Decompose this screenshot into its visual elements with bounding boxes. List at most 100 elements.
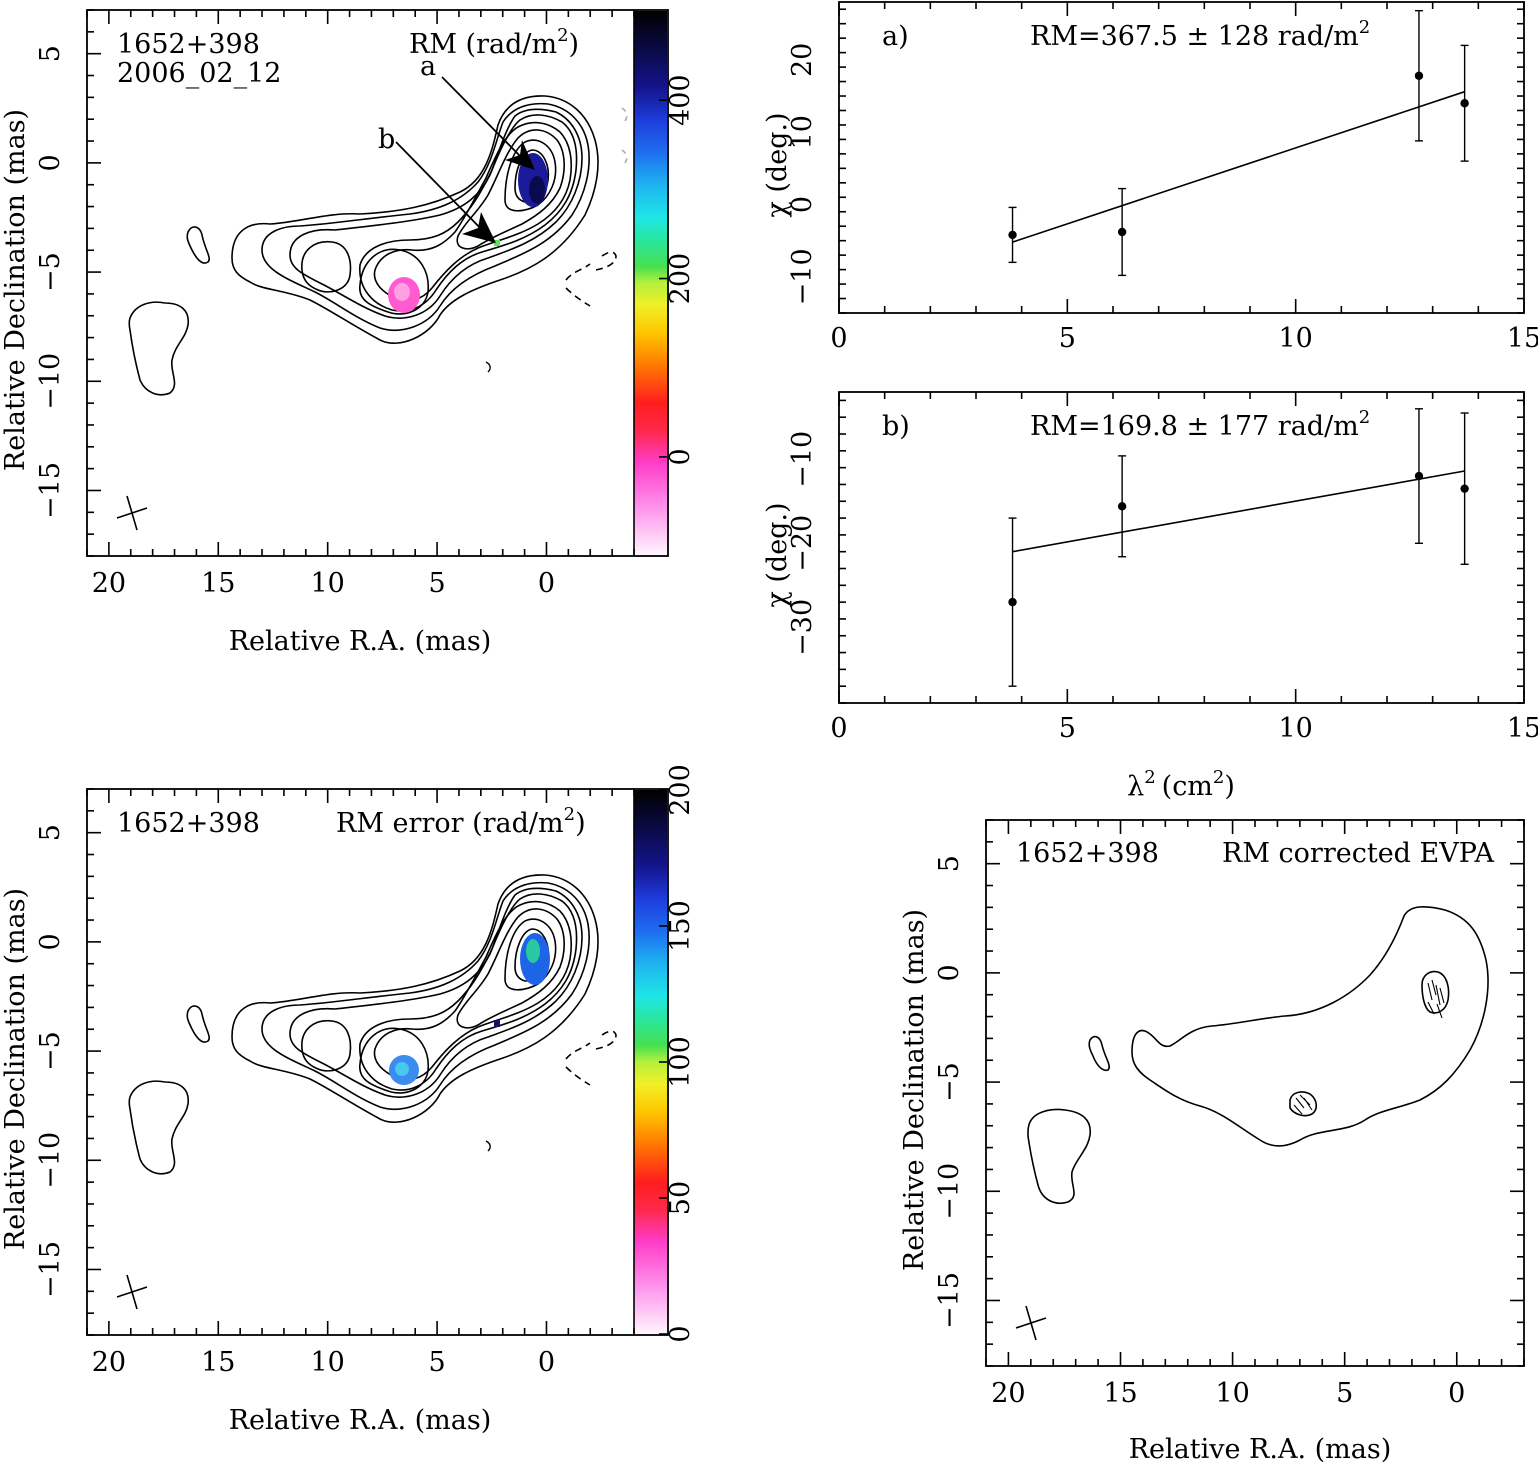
fit-b-marks: [1008, 408, 1469, 687]
rmerr-cblabel-1: 50: [665, 1181, 696, 1215]
fitb-xtick-1: 5: [1059, 713, 1076, 744]
fitb-ytick-2: −30: [787, 599, 818, 656]
rm-error-contours: [128, 874, 617, 1175]
fit-b-ticks: [838, 392, 1525, 704]
rmerr-region-core-inner: [526, 939, 540, 963]
rmerr-ytick-3: −10: [35, 1132, 66, 1189]
evpa-beam: [1015, 1305, 1047, 1341]
rmerr-ytick-4: −15: [35, 1241, 66, 1298]
rmerr-xtick-4: 0: [538, 1347, 555, 1378]
rmerr-map-frame: [86, 788, 669, 1336]
fit-b-tick-labels: 0 5 10 15 −10 −20 −30: [787, 431, 1538, 744]
evpa-ytick-1: 0: [934, 964, 965, 981]
rmerr-source-label: 1652+398: [117, 808, 260, 839]
rm-epoch-label: 2006_02_12: [117, 58, 281, 89]
rm-xlabel: Relative R.A. (mas): [229, 626, 492, 657]
fita-ytick-3: 20: [787, 43, 818, 77]
rm-xtick-2: 10: [311, 568, 345, 599]
rmerr-xlabel: Relative R.A. (mas): [229, 1405, 492, 1436]
evpa-xtick-2: 10: [1215, 1378, 1249, 1409]
arrow-b-head: [462, 212, 496, 243]
fita-xtick-1: 5: [1059, 323, 1076, 354]
rm-regions: [388, 153, 548, 313]
evpa-ytick-2: −5: [934, 1062, 965, 1102]
rm-region-b: [494, 240, 500, 246]
fitb-xtick-3: 15: [1507, 713, 1538, 744]
fitb-point-2: [1414, 471, 1424, 481]
rmerr-quantity-label: RM error (rad/m2): [336, 804, 586, 839]
rmerr-ylabel: Relative Declination (mas): [0, 888, 31, 1250]
rm-xtick-4: 0: [538, 568, 555, 599]
fita-point-0: [1008, 230, 1017, 240]
fit-b-xlabel: λ2 (cm2): [1127, 767, 1235, 802]
annotation-a: a: [420, 51, 436, 82]
rmerr-cblabel-0: 0: [665, 1325, 696, 1342]
arrow-a-head: [505, 140, 535, 170]
annotation-b: b: [378, 124, 395, 155]
rm-map-tick-labels: 20 15 10 5 0 5 0 −5 −10 −15: [35, 45, 555, 599]
rm-ytick-1: 0: [35, 154, 66, 171]
fitb-ytick-0: −10: [787, 431, 818, 488]
rm-ytick-3: −10: [35, 353, 66, 410]
rm-map-ticks: [86, 9, 635, 557]
fit-a-panel-label: a): [882, 21, 909, 52]
evpa-source-label: 1652+398: [1016, 838, 1159, 869]
fit-a-frame: [838, 1, 1525, 314]
fit-b-panel-label: b): [882, 411, 910, 442]
rm-cblabel-0: 0: [665, 448, 696, 465]
rmerr-region-jet-inner: [395, 1062, 409, 1076]
rmerr-xtick-2: 10: [311, 1347, 345, 1378]
rm-xtick-0: 20: [92, 568, 126, 599]
rmerr-map-ticks: [86, 788, 635, 1336]
fit-a-ticks: [838, 2, 1525, 314]
fita-xtick-2: 10: [1278, 323, 1312, 354]
evpa-xtick-3: 5: [1336, 1378, 1353, 1409]
fit-a-marks: [1008, 9, 1469, 277]
fita-point-3: [1460, 99, 1469, 108]
evpa-ytick-0: 5: [934, 855, 965, 872]
rm-region-core-dark: [529, 176, 545, 204]
rm-cblabel-1: 200: [665, 253, 696, 305]
rm-ytick-0: 5: [35, 45, 66, 62]
rmerr-map-tick-labels: 20 15 10 5 0 5 0 −5 −10 −15: [35, 824, 555, 1378]
rmerr-cblabel-4: 200: [665, 764, 696, 816]
evpa-map-ticks: [985, 819, 1525, 1367]
fitb-point-3: [1460, 484, 1469, 493]
rm-source-label: 1652+398: [117, 29, 260, 60]
rm-map-contours: [128, 95, 628, 396]
fitb-point-1: [1117, 502, 1127, 511]
rmerr-ytick-0: 5: [35, 824, 66, 841]
evpa-map-frame: [985, 819, 1525, 1367]
rm-error-regions: [389, 933, 550, 1085]
fita-ytick-1: 0: [787, 196, 818, 213]
rm-ytick-4: −15: [35, 462, 66, 519]
rm-xtick-1: 15: [201, 568, 235, 599]
fita-ytick-0: −10: [787, 248, 818, 305]
evpa-xtick-4: 0: [1448, 1378, 1465, 1409]
fita-ytick-2: 10: [787, 115, 818, 149]
evpa-map-tick-labels: 20 15 10 5 0 5 0 −5 −10 −15: [934, 855, 1465, 1409]
rm-colorbar-ticks: 0 200 400: [659, 74, 696, 465]
fitb-ytick-1: −20: [787, 515, 818, 572]
fitb-xtick-0: 0: [830, 713, 847, 744]
evpa-quantity-label: RM corrected EVPA: [1222, 838, 1494, 869]
fit-b-panel: 0 5 10 15 −10 −20 −30 b) RM=169.8 ± 177 rad/m2…: [762, 391, 1538, 802]
evpa-xtick-1: 15: [1103, 1378, 1137, 1409]
rmerr-xtick-1: 15: [201, 1347, 235, 1378]
fitb-xtick-2: 10: [1278, 713, 1312, 744]
fita-xtick-0: 0: [830, 323, 847, 354]
fita-point-2: [1414, 71, 1424, 80]
rmerr-colorbar-ticks: 0 50 100 150 200: [659, 764, 696, 1343]
fit-a-rm-text: RM=367.5 ± 128 rad/m2: [1030, 17, 1370, 52]
evpa-xtick-0: 20: [991, 1378, 1025, 1409]
rm-colorbar: [634, 11, 667, 555]
evpa-ylabel: Relative Declination (mas): [899, 909, 930, 1271]
rm-map-frame: [86, 9, 669, 557]
rm-ylabel: Relative Declination (mas): [0, 109, 31, 471]
fitb-fit-line: [1012, 470, 1465, 553]
rm-cblabel-2: 400: [665, 74, 696, 126]
